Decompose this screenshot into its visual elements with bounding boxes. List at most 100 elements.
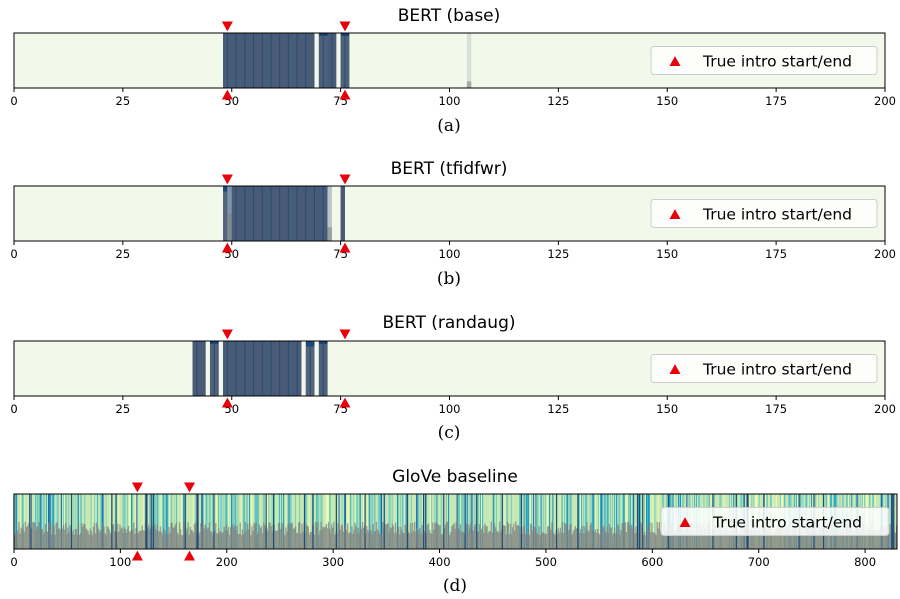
- score-bar: [61, 528, 64, 549]
- score-bar: [642, 535, 645, 549]
- heatmap-cell: [290, 494, 292, 549]
- score-bar: [615, 533, 617, 549]
- heatmap-cell: [593, 494, 596, 549]
- heatmap-cell: [111, 494, 114, 549]
- score-bar: [855, 525, 857, 549]
- score-bar: [222, 532, 224, 549]
- score-bar: [137, 533, 139, 549]
- heatmap-cell: [484, 494, 486, 549]
- score-bar: [111, 525, 114, 549]
- heatmap-cell: [398, 494, 400, 549]
- score-bar: [78, 535, 81, 549]
- score-bar: [550, 529, 552, 549]
- heatmap-cell: [109, 494, 112, 549]
- heatmap-cell: [269, 494, 271, 549]
- x-tick-label: 800: [854, 555, 876, 569]
- score-bar: [646, 531, 649, 549]
- score-bar: [135, 528, 137, 549]
- heatmap-cell: [655, 494, 657, 549]
- score-bar: [178, 522, 181, 549]
- heatmap-cell: [616, 494, 618, 549]
- score-bar: [354, 522, 356, 549]
- score-bar: [118, 531, 120, 549]
- true-marker-top: [339, 329, 351, 340]
- score-bar: [800, 531, 802, 549]
- score-bar: [198, 534, 200, 549]
- score-bar: [16, 533, 18, 549]
- score-bar: [217, 533, 219, 549]
- heatmap-cell: [433, 494, 435, 549]
- score-bar: [467, 532, 469, 549]
- heatmap-cell: [186, 494, 188, 549]
- score-bar: [445, 521, 448, 549]
- heatmap-cell: [379, 494, 382, 549]
- score-bar: [59, 530, 62, 549]
- heatmap-cell: [512, 494, 515, 549]
- score-bar: [623, 529, 625, 549]
- x-tick-label: 200: [874, 94, 896, 108]
- heatmap-cell: [164, 494, 166, 549]
- score-bar: [340, 525, 342, 549]
- heatmap-cell: [514, 494, 516, 549]
- score-bar: [226, 530, 229, 549]
- score-bar: [687, 527, 689, 549]
- heatmap-cell: [146, 494, 149, 549]
- heatmap-cell: [649, 494, 651, 549]
- heatmap-cell: [589, 494, 591, 549]
- score-bar: [89, 528, 91, 549]
- score-bar: [138, 531, 140, 549]
- score-bar: [740, 528, 742, 549]
- score-bar: [561, 522, 564, 549]
- heatmap-cell: [143, 494, 146, 549]
- heatmap-cell: [487, 494, 489, 549]
- heatmap-cell: [241, 494, 244, 549]
- heatmap-cell: [509, 494, 512, 549]
- score-bar: [421, 524, 423, 549]
- score-bar: [206, 529, 208, 549]
- heatmap-cell: [558, 494, 561, 549]
- panel-c: BERT (randaug) 0 25 50 75 100 125 150 175 200Tru…: [10, 313, 896, 443]
- score-bar: [722, 530, 724, 549]
- score-bar: [252, 530, 254, 549]
- score-bar: [193, 524, 196, 549]
- score-bar: [337, 523, 339, 549]
- score-bar: [531, 525, 533, 549]
- score-bar: [637, 530, 639, 549]
- heatmap-cell: [490, 494, 492, 549]
- score-bar: [60, 532, 63, 549]
- heatmap-cell: [57, 494, 59, 549]
- score-bar: [782, 525, 784, 549]
- score-bar: [66, 533, 68, 549]
- score-bar: [879, 525, 882, 549]
- score-bar: [167, 534, 169, 549]
- score-bar: [205, 527, 207, 549]
- score-bar: [186, 528, 188, 549]
- heatmap-cell: [256, 494, 258, 549]
- score-bar: [400, 527, 402, 549]
- score-bar: [287, 524, 289, 549]
- heatmap-cell: [72, 494, 74, 549]
- heatmap-cell: [95, 494, 98, 549]
- score-bar: [388, 532, 390, 549]
- true-marker-top: [221, 21, 233, 32]
- score-bar: [540, 531, 542, 549]
- heatmap-cell: [314, 494, 316, 549]
- heatmap-cell: [259, 494, 262, 549]
- heatmap-cell: [570, 494, 572, 549]
- heatmap-cell: [44, 494, 47, 549]
- score-bar: [503, 525, 505, 549]
- score-bar: [893, 532, 896, 549]
- score-bar: [729, 530, 732, 549]
- score-bar: [227, 213, 232, 241]
- score-bar: [106, 526, 108, 549]
- heatmap-cell: [260, 494, 263, 549]
- score-bar: [204, 524, 206, 549]
- score-bar: [629, 528, 632, 549]
- heatmap-cell: [83, 494, 85, 549]
- heatmap-cell: [240, 494, 242, 549]
- true-marker-bottom: [221, 397, 233, 408]
- score-bar: [474, 524, 477, 549]
- heatmap-cell: [279, 494, 282, 549]
- heatmap-cell: [137, 494, 139, 549]
